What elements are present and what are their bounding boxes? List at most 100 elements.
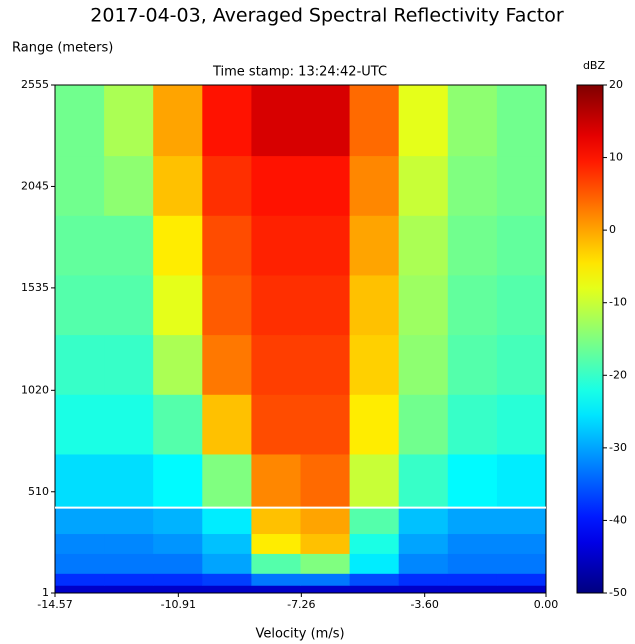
heatmap-cell xyxy=(55,533,105,554)
colorbar-label: dBZ xyxy=(583,59,606,72)
heatmap-cell xyxy=(349,573,400,586)
heatmap-cell xyxy=(104,334,154,395)
heatmap-cell xyxy=(398,155,449,216)
colorbar-tick-label: -20 xyxy=(609,368,627,381)
heatmap-cell xyxy=(104,85,154,157)
heatmap-cell xyxy=(447,274,498,336)
colorbar-tick-label: -10 xyxy=(609,296,627,309)
heatmap-cell xyxy=(447,453,498,509)
heatmap-cell xyxy=(300,274,351,336)
heatmap-cell xyxy=(349,453,400,509)
heatmap-cell xyxy=(496,585,547,594)
heatmap-cell xyxy=(496,394,547,455)
heatmap-cell xyxy=(153,585,203,594)
heatmap-cell xyxy=(349,155,400,216)
heatmap-cell xyxy=(496,553,547,574)
heatmap-cell xyxy=(447,533,498,554)
heatmap-cell xyxy=(202,274,252,336)
heatmap-cell xyxy=(104,585,154,594)
colorbar-tick-label: 0 xyxy=(609,223,616,236)
heatmap-cell xyxy=(55,573,105,586)
heatmap-cell xyxy=(55,215,105,276)
heatmap-cell xyxy=(153,215,203,276)
heatmap-cell xyxy=(55,585,105,594)
heatmap-cell xyxy=(202,394,252,455)
heatmap-cell xyxy=(104,274,154,336)
heatmap-cell xyxy=(251,573,301,586)
heatmap-cell xyxy=(349,585,400,594)
heatmap-cell xyxy=(447,585,498,594)
heatmap-cell xyxy=(153,155,203,216)
heatmap-cell xyxy=(251,215,301,276)
heatmap-cell xyxy=(349,85,400,157)
heatmap-cell xyxy=(349,394,400,455)
heatmap-cell xyxy=(300,533,351,554)
colorbar-tick-label: 20 xyxy=(609,78,623,91)
x-tick-label: -14.57 xyxy=(37,598,72,611)
heatmap-cell xyxy=(55,394,105,455)
heatmap-cell xyxy=(300,85,351,157)
heatmap-cell xyxy=(251,274,301,336)
heatmap-cell xyxy=(398,533,449,554)
y-tick-label: 2555 xyxy=(21,78,49,91)
heatmap-cell xyxy=(300,215,351,276)
heatmap-cell xyxy=(55,334,105,395)
x-tick-label: -3.60 xyxy=(410,598,438,611)
heatmap-cell xyxy=(496,85,547,157)
heatmap-cell xyxy=(398,507,449,535)
heatmap-cell xyxy=(55,553,105,574)
heatmap-cell xyxy=(496,507,547,535)
heatmap-cell xyxy=(55,155,105,216)
x-tick-label: 0.00 xyxy=(534,598,559,611)
heatmap-cell xyxy=(55,85,105,157)
heatmap-cell xyxy=(104,553,154,574)
colorbar-tick-label: -40 xyxy=(609,513,627,526)
heatmap-cell xyxy=(251,394,301,455)
heatmap-cell xyxy=(202,573,252,586)
heatmap-cell xyxy=(496,334,547,395)
heatmap-cell xyxy=(398,334,449,395)
heatmap-cell xyxy=(153,394,203,455)
x-axis-label: Velocity (m/s) xyxy=(255,627,344,642)
heatmap-cell xyxy=(300,553,351,574)
heatmap-cell xyxy=(447,334,498,395)
y-tick-label: 1535 xyxy=(21,281,49,294)
heatmap-cell xyxy=(153,334,203,395)
heatmap-cell xyxy=(349,274,400,336)
heatmap-cell xyxy=(398,85,449,157)
heatmap-cell xyxy=(300,507,351,535)
heatmap-cell xyxy=(104,215,154,276)
heatmap-cell xyxy=(202,85,252,157)
subtitle: Time stamp: 13:24:42-UTC xyxy=(212,65,387,80)
heatmap-cell xyxy=(202,533,252,554)
heatmap-cell xyxy=(398,553,449,574)
heatmap-cell xyxy=(300,585,351,594)
heatmap-cell xyxy=(153,573,203,586)
heatmap-cell xyxy=(104,453,154,509)
heatmap-cell xyxy=(398,585,449,594)
heatmap-cell xyxy=(251,453,301,509)
heatmap-cell xyxy=(447,507,498,535)
heatmap-cell xyxy=(251,334,301,395)
plot-frame xyxy=(54,84,547,594)
heatmap-cell xyxy=(349,553,400,574)
heatmap-cell xyxy=(349,507,400,535)
heatmap-cell xyxy=(447,85,498,157)
heatmap-cell xyxy=(300,394,351,455)
heatmap-cell xyxy=(202,215,252,276)
heatmap-cell xyxy=(251,155,301,216)
heatmap-cell xyxy=(398,274,449,336)
heatmap-cell xyxy=(349,215,400,276)
heatmap-cell xyxy=(104,507,154,535)
heatmap-cell xyxy=(496,215,547,276)
heatmap-cell xyxy=(349,334,400,395)
colorbar xyxy=(576,84,604,594)
heatmap-cell xyxy=(300,453,351,509)
heatmap-cell xyxy=(398,215,449,276)
heatmap-cell xyxy=(349,533,400,554)
heatmap-cell xyxy=(202,453,252,509)
heatmap-cell xyxy=(104,533,154,554)
y-tick-label: 2045 xyxy=(21,179,49,192)
heatmap-cell xyxy=(447,573,498,586)
heatmap-cell xyxy=(202,155,252,216)
